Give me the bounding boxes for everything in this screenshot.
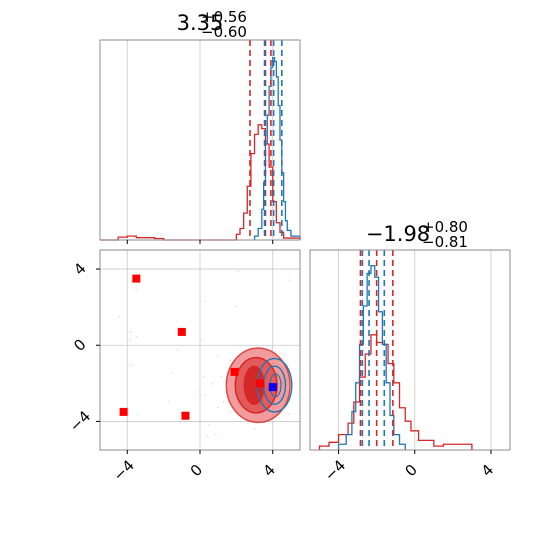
sample-point — [206, 435, 209, 438]
red-square-marker — [256, 379, 264, 388]
grid-lines — [338, 250, 492, 450]
red-square-marker — [177, 327, 186, 336]
title-minus-error: −0.81 — [422, 233, 468, 251]
sample-point — [170, 372, 173, 374]
sample-point — [217, 354, 219, 357]
sample-point — [202, 375, 205, 378]
tick-marks — [96, 268, 274, 454]
title-minus-error: −0.60 — [201, 23, 247, 41]
plot-frame — [309, 249, 511, 451]
sample-point — [211, 382, 214, 385]
panel-title: 3.35 — [177, 11, 224, 35]
quantile-lines — [249, 40, 283, 240]
sample-point — [130, 281, 133, 284]
sample-point — [176, 348, 179, 351]
sample-point — [118, 315, 121, 318]
sample-point — [208, 424, 210, 427]
sample-point — [214, 433, 217, 436]
sample-point — [237, 270, 240, 273]
tick-marks — [338, 450, 492, 454]
histogram-steps — [100, 56, 301, 241]
sample-point — [167, 400, 170, 403]
grid-lines — [126, 40, 274, 240]
sample-point — [203, 300, 206, 303]
sample-point — [288, 413, 290, 415]
sample-point — [129, 339, 132, 342]
title-median: 3.35 — [177, 11, 224, 35]
title-median: −1.98 — [366, 222, 430, 246]
title-plus-error: +0.56 — [201, 8, 247, 26]
sample-point — [135, 289, 137, 291]
markers — [119, 274, 277, 420]
red-square-marker — [230, 367, 239, 376]
quantile-lines — [359, 250, 394, 450]
sample-point — [234, 305, 237, 308]
sample-point — [201, 338, 203, 341]
sample-point — [204, 394, 207, 396]
sample-point — [288, 279, 291, 281]
sample-point — [220, 375, 223, 378]
red-square-marker — [132, 274, 141, 283]
sample-point — [253, 427, 256, 430]
sample-point — [217, 406, 219, 409]
sample-point — [129, 364, 131, 366]
panel-title: −1.98 — [366, 222, 430, 246]
sample-point — [229, 359, 232, 361]
sample-point — [196, 391, 199, 393]
sample-point — [129, 331, 132, 333]
histogram-parameter-1: 3.35 +0.56 −0.60 — [99, 8, 301, 244]
blue-histogram — [253, 56, 301, 240]
sample-point — [274, 351, 277, 354]
sample-point — [229, 410, 231, 413]
blue-square-marker — [268, 383, 277, 392]
sample-point — [222, 401, 225, 404]
sample-point — [135, 335, 138, 338]
red-square-marker — [119, 407, 128, 416]
title-plus-error: +0.80 — [422, 218, 468, 236]
red-square-marker — [181, 411, 190, 420]
sample-point — [137, 413, 139, 416]
density-contours — [225, 347, 293, 424]
red-histogram — [100, 124, 301, 241]
tick-marks — [126, 240, 274, 244]
